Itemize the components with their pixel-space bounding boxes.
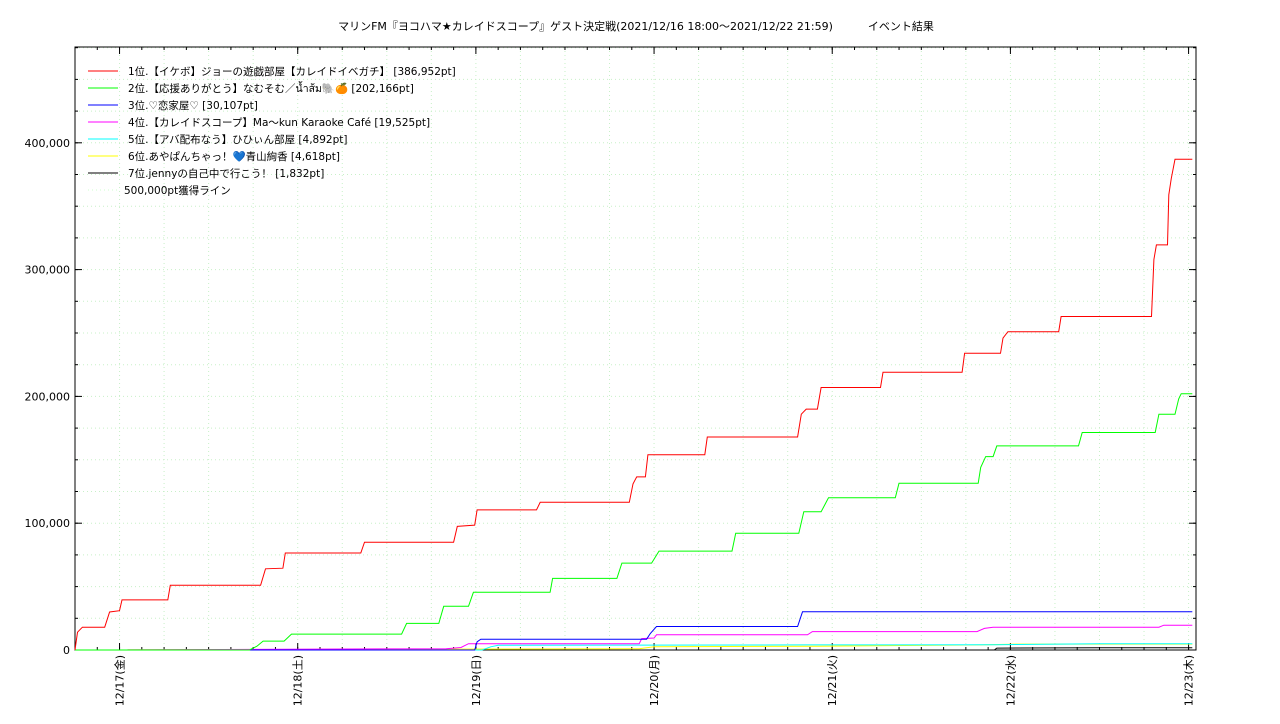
series-lines <box>74 158 1193 651</box>
legend-entry: 2位.【応援ありがとう】なむそむ／น้ำส้ม🐘🍊 [202,166pt] <box>128 81 414 95</box>
series-line <box>74 624 1193 651</box>
x-tick-label: 12/18(土) <box>292 655 305 706</box>
x-tick-label: 12/21(火) <box>826 655 839 706</box>
legend: 1位.【イケボ】ジョーの遊戯部屋【カレイドイベガチ】 [386,952pt] 2位… <box>88 65 456 197</box>
series-line <box>75 647 1193 651</box>
y-tick-label: 100,000 <box>25 517 71 530</box>
legend-entry: 4位.【カレイドスコープ】Ma～kun Karaoke Café [19,525… <box>128 116 430 129</box>
legend-entry: 5位.【アバ配布なう】ひひぃん部屋 [4,892pt] <box>128 133 347 146</box>
legend-entry: 1位.【イケボ】ジョーの遊戯部屋【カレイドイベガチ】 [386,952pt] <box>128 65 456 78</box>
x-tick-label: 12/20(月) <box>648 655 661 706</box>
chart-title: マリンFM『ヨコハマ★カレイドスコープ』ゲスト決定戦(2021/12/16 18… <box>338 19 934 33</box>
y-tick-label: 300,000 <box>25 264 71 277</box>
grid <box>75 47 1196 650</box>
legend-entry-reference: 500,000pt獲得ライン <box>124 184 231 197</box>
series-line <box>75 611 1193 651</box>
legend-entry: 3位.♡恋家屋♡ [30,107pt] <box>128 99 258 112</box>
y-tick-label: 200,000 <box>25 390 71 403</box>
series-line <box>75 393 1193 651</box>
series-line <box>75 643 1193 651</box>
y-tick-label: 400,000 <box>25 137 71 150</box>
series-line <box>74 158 1193 651</box>
x-tick-label: 12/17(金) <box>113 655 127 706</box>
legend-entry: 7位.jennyの自己中で行こう！ [1,832pt] <box>128 167 324 180</box>
legend-entry: 6位.あやぱんちゃっ！💙青山絢香 [4,618pt] <box>128 150 340 163</box>
y-tick-label: 0 <box>63 644 70 657</box>
x-tick-label: 12/22(水) <box>1004 655 1017 706</box>
x-tick-label: 12/23(木) <box>1183 655 1196 706</box>
x-tick-label: 12/19(日) <box>470 655 483 706</box>
